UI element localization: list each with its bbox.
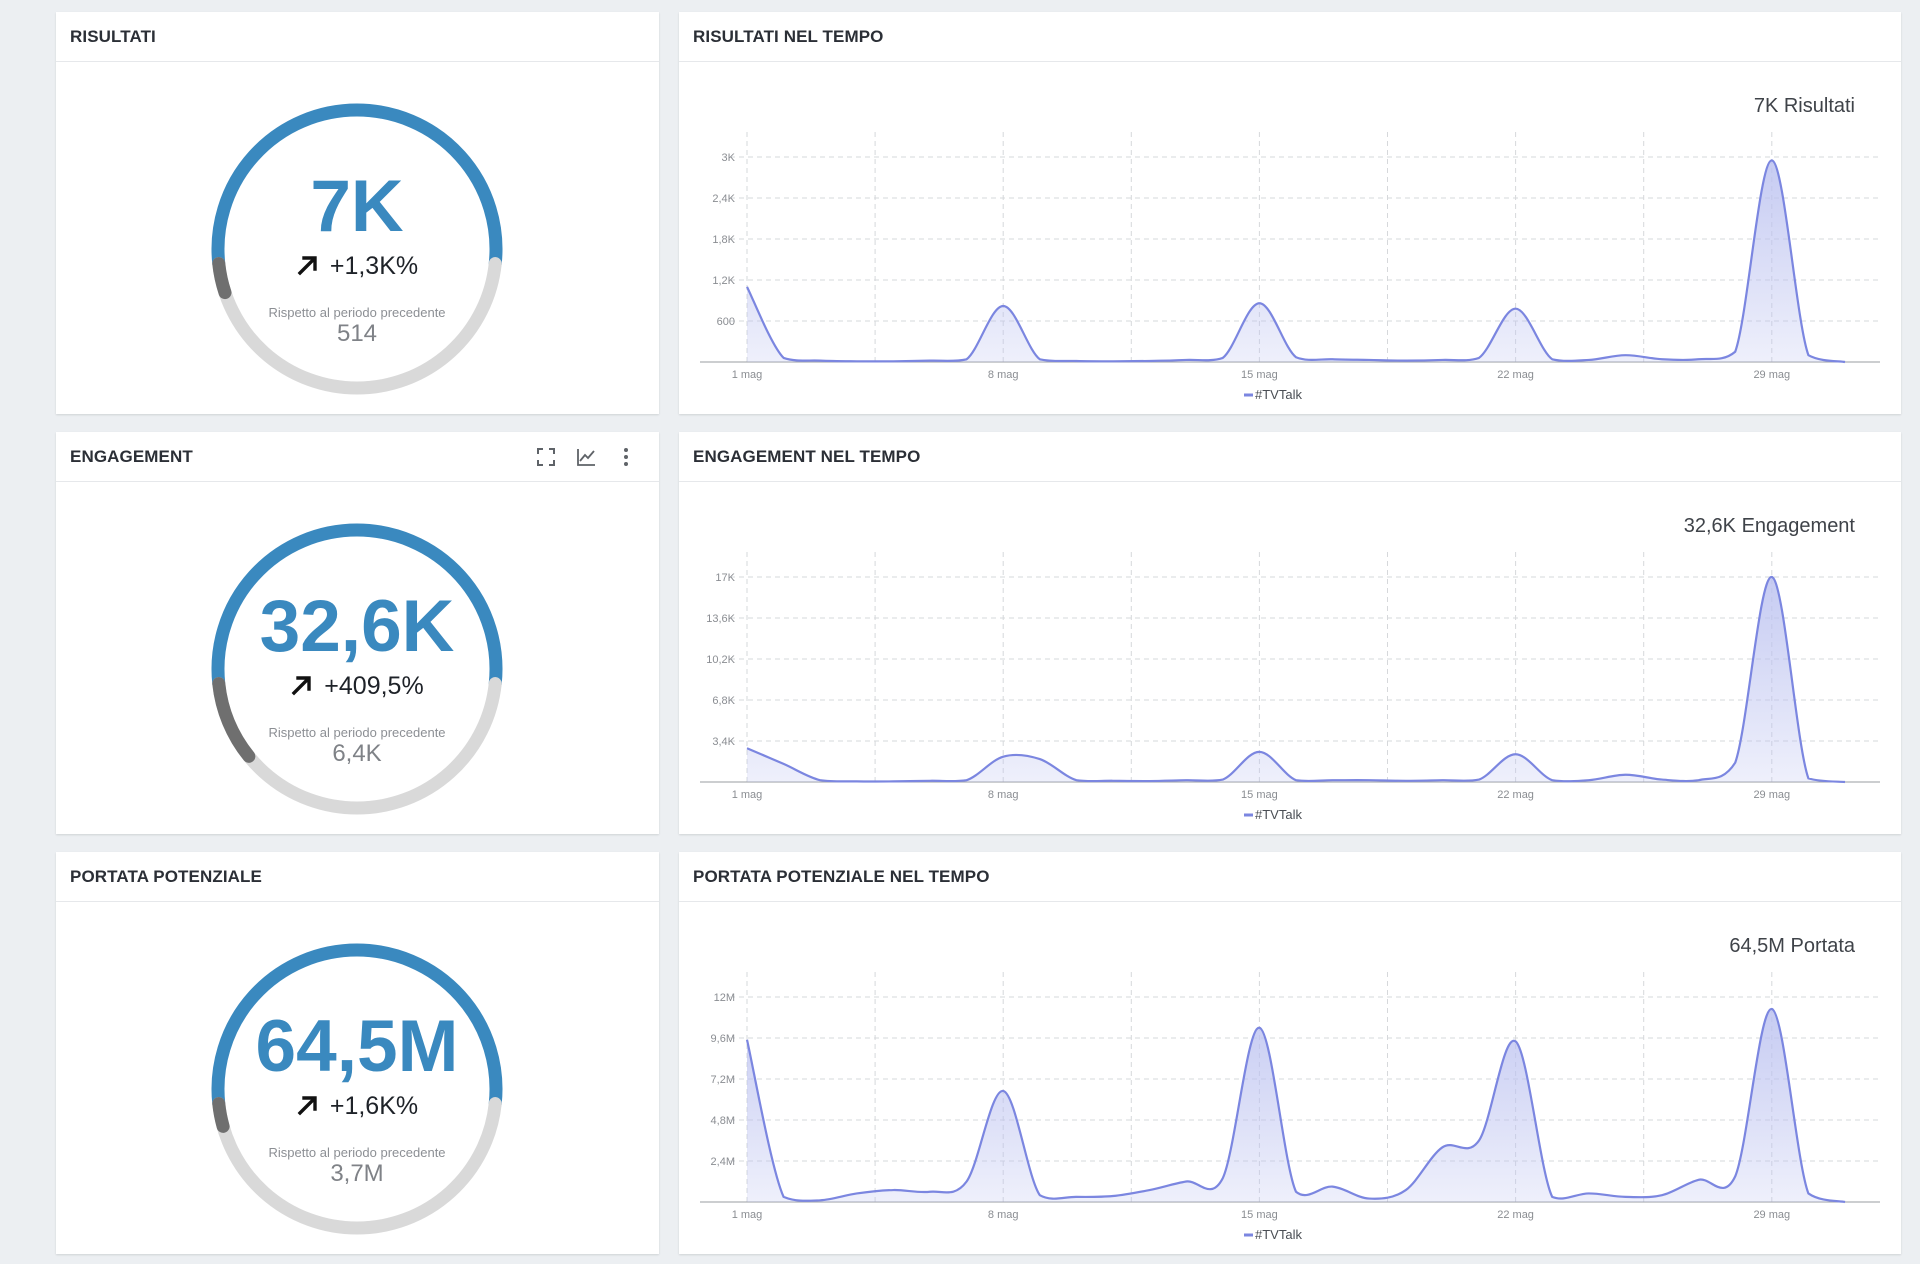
series-line [746,159,1846,364]
y-tick-label: 9,6M [711,1033,735,1045]
arrow-up-right-icon [296,252,320,281]
gauge-change: +409,5% [56,672,658,701]
series-area [747,1008,1845,1202]
gauge-current-arc [211,943,503,1111]
y-tick-label: 17K [715,572,735,584]
series-area [747,160,1845,362]
x-tick-label: 22 mag [1497,1209,1534,1221]
area-chart: 2,4M 4,8M 7,2M 9,6M 12M 1 mag 8 mag 15 mag 22 ma… [700,972,1880,1242]
card-title: ENGAGEMENT [70,446,193,466]
card-header: ENGAGEMENT [56,432,659,482]
area-chart: 3,4K 6,8K 10,2K 13,6K 17K 1 mag 8 mag 15 mag 22 … [700,552,1880,822]
gauge-previous-value: 514 [336,320,378,347]
series-line [746,575,1846,784]
series-area [747,576,1845,782]
reach-gauge-card: PORTATA POTENZIALE 64,5M +1,6K% Rispetto… [56,852,659,1254]
gauge-caption: Rispetto al periodo precedente [268,1145,446,1160]
line-chart-icon[interactable] [575,446,597,468]
gauge-track-arc [212,1097,502,1235]
chart-total: 32,6K Engagement [1683,515,1855,537]
gauge-current-arc [211,103,503,271]
card-header: PORTATA POTENZIALE [56,852,659,902]
gauge-current-arc [211,523,503,691]
legend-label: #TVTalk [1255,1227,1302,1242]
gauge-change-value: +1,6K% [329,1092,419,1120]
y-tick-label: 13,6K [706,613,735,625]
x-tick-label: 29 mag [1753,369,1790,381]
legend-label: #TVTalk [1255,807,1302,822]
x-tick-label: 29 mag [1753,1209,1790,1221]
gauge-caption: Rispetto al periodo precedente [268,725,446,740]
chart-total: 64,5M Portata [1729,935,1855,957]
y-tick-label: 1,8K [712,234,735,246]
y-tick-label: 3K [722,152,736,164]
card-title: RISULTATI [70,26,156,46]
card-toolbar [535,432,637,482]
gauge-ring [211,103,503,395]
x-tick-label: 8 mag [988,1209,1019,1221]
results-chart-card: RISULTATI NEL TEMPO 7K Risultati 600 1,2K… [679,12,1901,414]
gauge-value: 64,5M [255,1006,459,1087]
x-tick-label: 15 mag [1241,789,1278,801]
gauge: 64,5M +1,6K% Rispetto al periodo precede… [56,902,658,1252]
gauge-change: +1,3K% [56,252,658,281]
x-tick-label: 15 mag [1241,1209,1278,1221]
y-tick-label: 12M [714,992,735,1004]
engagement-gauge-card: ENGAGEMENT 32,6K [56,432,659,834]
y-tick-label: 7,2M [711,1074,735,1086]
card-header: RISULTATI [56,12,659,62]
y-tick-label: 2,4M [711,1156,735,1168]
x-tick-label: 8 mag [988,789,1019,801]
x-tick-label: 1 mag [732,369,763,381]
results-gauge-card: RISULTATI 7K +1,3K% Rispetto al periodo … [56,12,659,414]
legend-label: #TVTalk [1255,387,1302,402]
x-tick-label: 15 mag [1241,369,1278,381]
x-tick-label: 22 mag [1497,789,1534,801]
gauge-previous-value: 6,4K [332,740,382,767]
card-title: PORTATA POTENZIALE [70,866,262,886]
gauge-previous-arc [212,677,256,763]
y-tick-label: 1,2K [712,275,735,287]
gauge-value: 7K [310,166,404,247]
x-tick-label: 22 mag [1497,369,1534,381]
gauge-previous-arc [212,1097,230,1133]
gauge-change: +1,6K% [56,1092,658,1121]
arrow-up-right-icon [296,1092,320,1121]
card-title: ENGAGEMENT NEL TEMPO [693,446,921,466]
gauge-change-value: +409,5% [324,672,424,700]
gauge-caption: Rispetto al periodo precedente [268,305,446,320]
reach-chart-card: PORTATA POTENZIALE NEL TEMPO 64,5M Porta… [679,852,1901,1254]
y-tick-label: 4,8M [711,1115,735,1127]
gauge: 7K +1,3K% Rispetto al periodo precedente… [56,62,658,412]
y-tick-label: 10,2K [706,654,735,666]
fullscreen-icon[interactable] [535,446,557,468]
gauge-track-arc [212,257,502,395]
card-title: RISULTATI NEL TEMPO [693,26,884,46]
card-header: RISULTATI NEL TEMPO [679,12,1901,62]
card-header: PORTATA POTENZIALE NEL TEMPO [679,852,1901,902]
x-tick-label: 1 mag [732,1209,763,1221]
gauge-value: 32,6K [259,586,455,667]
gauge-change-value: +1,3K% [329,252,419,280]
engagement-chart-card: ENGAGEMENT NEL TEMPO 32,6K Engagement 3,… [679,432,1901,834]
y-tick-label: 600 [717,316,735,328]
x-tick-label: 1 mag [732,789,763,801]
x-tick-label: 29 mag [1753,789,1790,801]
card-title: PORTATA POTENZIALE NEL TEMPO [693,866,990,886]
area-chart: 600 1,2K 1,8K 2,4K 3K 1 mag 8 mag 15 mag 22 mag 2… [700,132,1880,402]
gauge-ring [211,943,503,1235]
series-line [745,1007,1846,1204]
x-tick-label: 8 mag [988,369,1019,381]
gauge-ring [211,523,503,815]
card-header: ENGAGEMENT NEL TEMPO [679,432,1901,482]
y-tick-label: 3,4K [712,736,735,748]
y-tick-label: 2,4K [712,193,735,205]
gauge-previous-arc [212,257,232,300]
gauge: 32,6K +409,5% Rispetto al periodo preced… [56,482,658,832]
gauge-previous-value: 3,7M [330,1160,384,1187]
arrow-up-right-icon [290,672,314,701]
more-vert-icon[interactable] [615,446,637,468]
chart-total: 7K Risultati [1753,95,1855,117]
y-tick-label: 6,8K [712,695,735,707]
